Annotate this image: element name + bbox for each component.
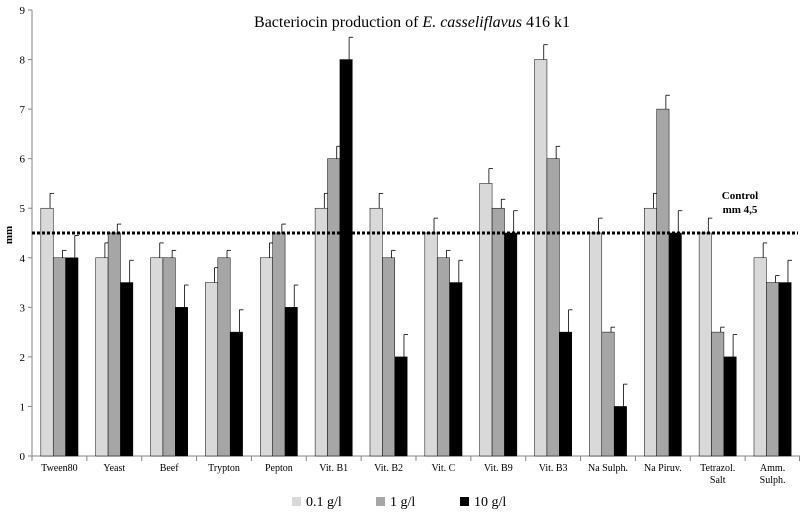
bar	[534, 59, 548, 457]
x-tick-label: Na Sulph.	[588, 463, 628, 474]
x-tick-label: Trypton	[208, 463, 240, 474]
bar	[40, 207, 54, 457]
bar	[613, 406, 627, 457]
bar	[217, 257, 231, 457]
bar	[723, 356, 737, 457]
plot-area: 0 1 2 3 4 5 6 7 8 9 Tween80 Yeast Beef Trypton Pepton V…	[20, 5, 800, 486]
y-tick-label: 5	[20, 203, 26, 215]
x-tick-label: Amm.	[760, 463, 785, 474]
bar	[449, 282, 463, 457]
bar	[327, 158, 341, 457]
bar	[424, 232, 438, 457]
legend-swatch	[376, 497, 385, 506]
bar	[479, 183, 493, 457]
bar	[698, 232, 712, 457]
x-tick-label: Vit. C	[431, 463, 455, 474]
legend-label: 10 g/l	[474, 495, 506, 510]
y-tick-label: 2	[20, 352, 26, 364]
bar	[394, 356, 408, 457]
y-tick-label: 6	[20, 154, 26, 166]
bar	[668, 232, 682, 457]
y-tick-label: 4	[20, 253, 26, 265]
y-tick-label: 9	[20, 5, 26, 17]
bar	[150, 257, 164, 457]
y-tick-label: 8	[20, 55, 26, 67]
x-tick-label: Salt	[710, 475, 726, 486]
control-label: Control	[722, 190, 758, 202]
bar	[229, 331, 243, 457]
bar	[559, 331, 572, 457]
bar	[766, 282, 780, 457]
bar	[656, 108, 670, 457]
legend-label: 0.1 g/l	[306, 495, 342, 510]
bar	[644, 207, 657, 457]
y-axis-label: mm	[3, 226, 15, 244]
bar	[382, 257, 396, 457]
x-tick-label: Tween80	[41, 463, 78, 474]
bar	[314, 207, 328, 457]
legend: 0.1 g/l 1 g/l 10 g/l	[292, 495, 506, 510]
bar	[711, 331, 725, 457]
y-tick-label: 3	[20, 302, 26, 314]
bar	[339, 59, 353, 457]
bar	[369, 207, 383, 457]
bar	[205, 282, 219, 457]
bar	[491, 207, 505, 457]
bar	[120, 282, 134, 457]
x-tick-label: Pepton	[265, 463, 293, 474]
chart-title: Bacteriocin production of E. casseliflav…	[254, 14, 570, 31]
y-tick-label: 1	[20, 401, 26, 413]
bar	[95, 257, 109, 457]
bar	[753, 257, 767, 457]
control-value-label: mm 4,5	[723, 204, 758, 216]
bar	[601, 331, 615, 457]
legend-swatch	[292, 497, 301, 506]
x-tick-label: Vit. B3	[539, 463, 568, 474]
x-tick-label: Tetrazol.	[700, 463, 735, 474]
y-tick-label: 7	[20, 104, 26, 116]
bar	[589, 232, 603, 457]
bar	[260, 257, 273, 457]
legend-label: 1 g/l	[390, 495, 415, 510]
y-tick-label: 0	[20, 451, 26, 463]
x-tick-label: Yeast	[103, 463, 125, 474]
x-tick-label: Vit. B1	[319, 463, 348, 474]
bar	[778, 282, 792, 457]
bar	[162, 257, 176, 457]
bar	[504, 232, 518, 457]
bar	[284, 307, 298, 457]
bar	[546, 158, 560, 457]
legend-swatch	[460, 497, 469, 506]
x-tick-label: Beef	[160, 463, 180, 474]
x-tick-label: Vit. B2	[374, 463, 403, 474]
bar	[65, 257, 79, 457]
x-tick-label: Sulph.	[760, 475, 786, 486]
bar	[175, 307, 188, 457]
bar	[107, 232, 121, 457]
bar	[52, 257, 66, 457]
bar	[436, 257, 450, 457]
bar	[272, 232, 286, 457]
x-tick-label: Na Piruv.	[644, 463, 682, 474]
x-tick-label: Vit. B9	[484, 463, 513, 474]
